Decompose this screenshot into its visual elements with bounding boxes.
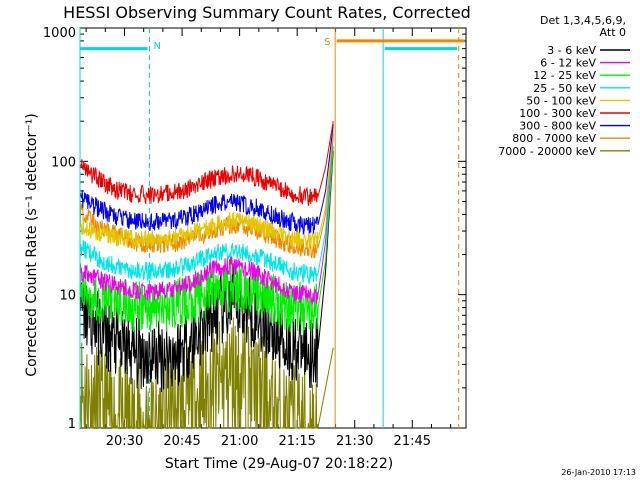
y-tick-label: 1000 — [43, 26, 76, 41]
flag-label: S — [324, 37, 330, 48]
legend-header-line: Det 1,3,4,5,6,9, — [540, 14, 626, 27]
series-line-1 — [79, 134, 334, 305]
legend-label: 50 - 100 keV — [526, 94, 596, 107]
footer-timestamp: 26-Jan-2010 17:13 — [561, 468, 636, 477]
plot-area: 1 10 100 1000 20:30 20:45 21:00 21:15 21:30 21:45… — [43, 26, 467, 449]
legend-label: 100 - 300 keV — [519, 107, 596, 120]
series-line-3 — [79, 130, 334, 285]
y-tick-label: 10 — [59, 289, 76, 304]
series-line-6 — [79, 124, 334, 236]
y-axis-label: Corrected Count Rate (s⁻¹ detector⁻¹) — [24, 113, 40, 376]
x-tick-label: 21:15 — [278, 434, 315, 449]
legend-label: 7000 - 20000 keV — [498, 145, 596, 158]
flag-label: N — [153, 41, 160, 52]
legend-label: 6 - 12 keV — [540, 57, 596, 70]
x-tick-label: 20:30 — [106, 434, 143, 449]
legend-label: 12 - 25 keV — [533, 69, 596, 82]
y-tick-label: 100 — [51, 155, 76, 170]
x-axis-label: Start Time (29-Aug-07 20:18:22) — [165, 456, 393, 472]
series-line-8 — [79, 317, 334, 430]
legend-header-line: Att 0 — [600, 26, 626, 39]
series-line-5 — [79, 121, 334, 206]
legend-label: 3 - 6 keV — [547, 44, 596, 57]
x-tick-label: 21:30 — [336, 434, 373, 449]
chart-title: HESSI Observing Summary Count Rates, Cor… — [63, 3, 471, 22]
x-tick-label: 21:45 — [394, 434, 431, 449]
legend-label: 300 - 800 keV — [519, 120, 596, 133]
x-tick-label: 21:00 — [221, 434, 258, 449]
x-tick-label: 20:45 — [163, 434, 200, 449]
legend-label: 25 - 50 keV — [533, 82, 596, 95]
series-line-4 — [79, 127, 334, 250]
y-tick-label: 1 — [68, 417, 76, 432]
legend-label: 800 - 7000 keV — [512, 132, 596, 145]
